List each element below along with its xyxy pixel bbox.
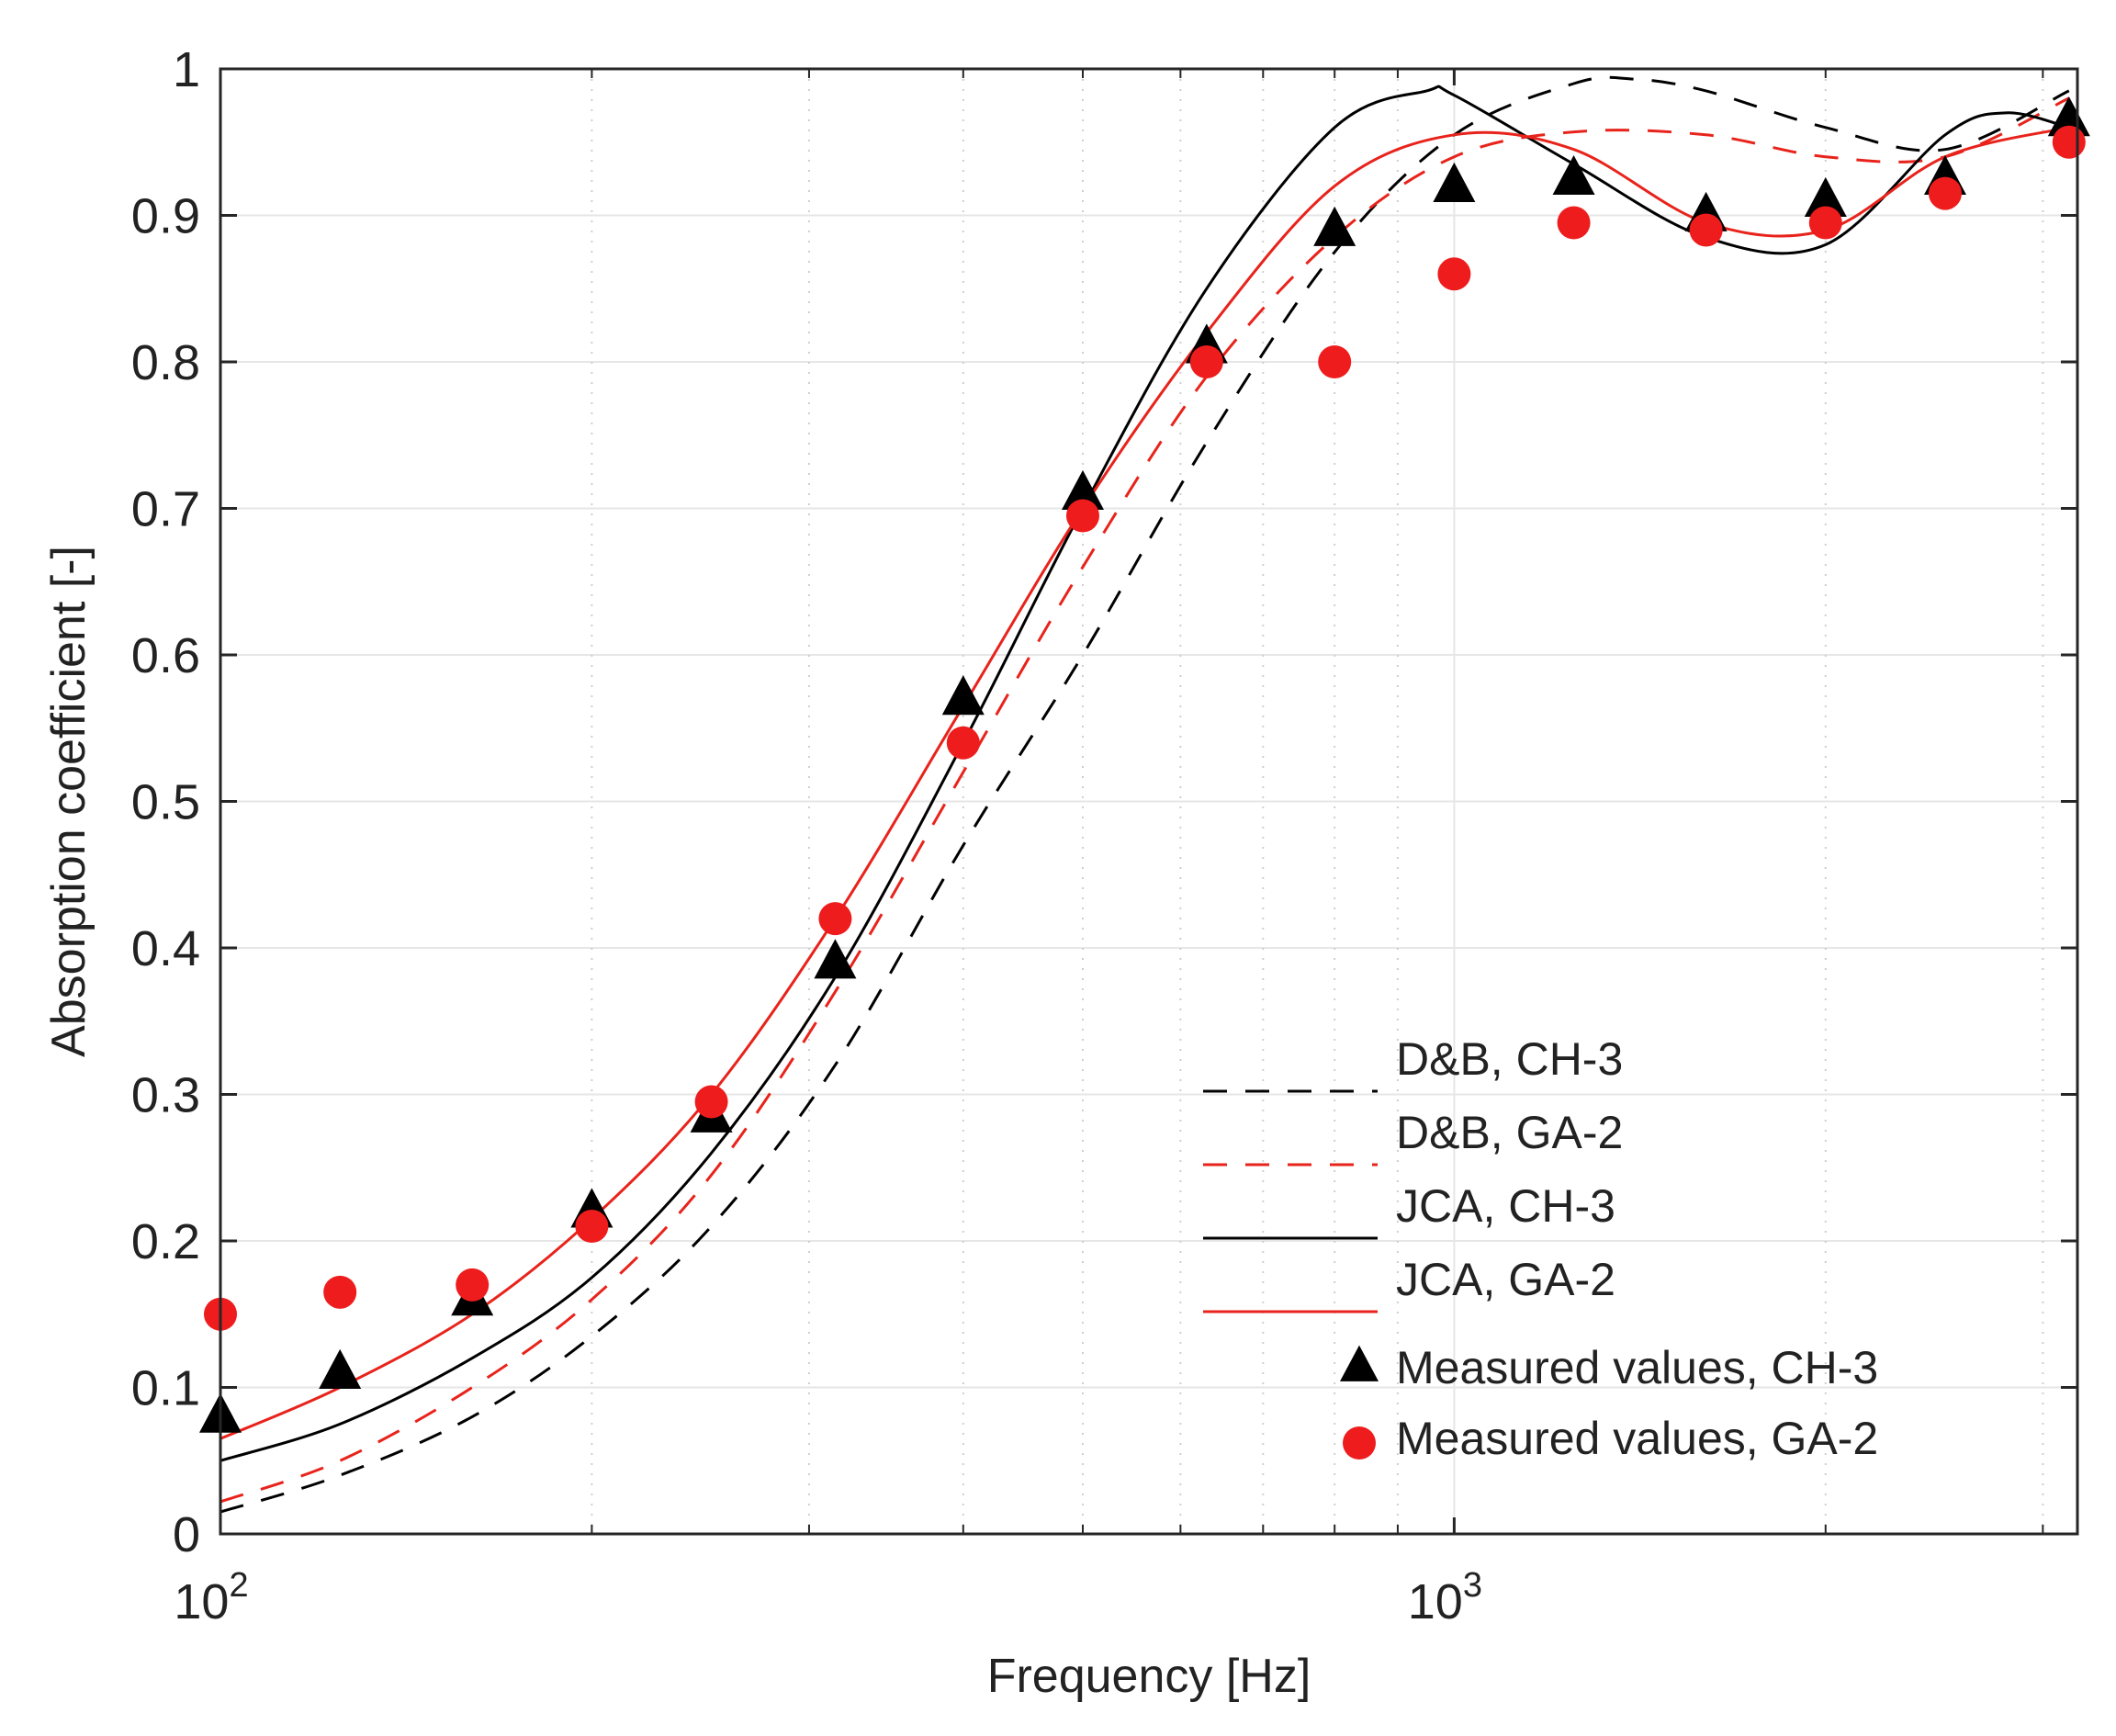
y-tick-label: 0 — [173, 1507, 200, 1562]
data-point-measured-values-ga-2 — [694, 1085, 728, 1119]
series-line-jca-ga-2 — [219, 126, 2070, 1440]
y-tick-label: 0.7 — [131, 482, 200, 537]
legend-label: JCA, CH-3 — [1396, 1180, 1615, 1232]
grid — [219, 68, 2077, 1535]
data-point-measured-values-ga-2 — [1689, 213, 1723, 247]
y-tick-label: 1 — [173, 42, 200, 97]
data-point-measured-values-ga-2 — [575, 1210, 609, 1244]
data-point-measured-values-ga-2 — [1437, 257, 1471, 291]
legend-item-jca-ch-3: JCA, CH-3 — [1203, 1180, 1615, 1240]
data-point-measured-values-ga-2 — [1318, 345, 1352, 378]
y-tick-label: 0.6 — [131, 628, 200, 683]
series-line-jca-ch-3 — [219, 85, 2070, 1462]
legend-item-jca-ga-2: JCA, GA-2 — [1203, 1254, 1615, 1313]
legend-label: Measured values, CH-3 — [1396, 1342, 1878, 1393]
legend-marker — [1340, 1345, 1379, 1381]
data-point-measured-values-ga-2 — [1065, 499, 1099, 533]
series-line-d-b-ga-2 — [219, 96, 2070, 1504]
data-point-measured-values-ch-3 — [814, 939, 857, 979]
data-point-measured-values-ga-2 — [456, 1268, 490, 1302]
data-point-measured-values-ga-2 — [1557, 206, 1591, 240]
x-tick-label-base: 10 — [174, 1574, 229, 1629]
legend-label: JCA, GA-2 — [1396, 1254, 1615, 1305]
data-point-measured-values-ch-3 — [941, 675, 985, 716]
data-point-measured-values-ch-3 — [1313, 206, 1356, 246]
data-point-measured-values-ch-3 — [319, 1348, 362, 1389]
axis-ticks — [219, 67, 2077, 1536]
x-axis-label: Frequency [Hz] — [987, 1650, 1311, 1703]
legend-label: D&B, GA-2 — [1396, 1107, 1623, 1158]
x-tick-label-base: 10 — [1408, 1574, 1463, 1629]
y-tick-label: 0.4 — [131, 921, 200, 976]
legend-marker — [1343, 1426, 1376, 1460]
legend-label: Measured values, GA-2 — [1396, 1413, 1878, 1464]
data-point-measured-values-ch-3 — [2047, 96, 2090, 137]
data-point-measured-values-ch-3 — [1061, 469, 1104, 510]
data-point-measured-values-ch-3 — [1552, 154, 1595, 196]
data-point-measured-values-ga-2 — [2052, 125, 2086, 159]
y-axis-label: Absorption coefficient [-] — [42, 546, 96, 1057]
data-point-measured-values-ga-2 — [1808, 206, 1842, 240]
data-point-measured-values-ch-3 — [1433, 162, 1476, 202]
x-tick-label-exponent: 2 — [229, 1566, 248, 1605]
legend-item-d-b-ch-3: D&B, CH-3 — [1203, 1033, 1623, 1093]
data-point-measured-values-ga-2 — [946, 726, 980, 760]
y-tick-label: 0.1 — [131, 1361, 200, 1416]
x-tick-label: 102 — [174, 1566, 248, 1629]
legend-label: D&B, CH-3 — [1396, 1033, 1623, 1085]
data-point-measured-values-ga-2 — [1928, 176, 1962, 210]
y-tick-label: 0.3 — [131, 1068, 200, 1123]
data-point-measured-values-ga-2 — [1189, 345, 1223, 378]
data-point-measured-values-ch-3 — [1804, 176, 1847, 217]
y-tick-label: 0.5 — [131, 775, 200, 830]
x-tick-label: 103 — [1408, 1566, 1482, 1629]
y-tick-label: 0.2 — [131, 1214, 200, 1269]
x-tick-label-exponent: 3 — [1463, 1566, 1482, 1605]
legend-item-measured-values-ch-3: Measured values, CH-3 — [1340, 1342, 1878, 1393]
legend-item-d-b-ga-2: D&B, GA-2 — [1203, 1107, 1623, 1167]
y-tick-label: 0.9 — [131, 189, 200, 244]
legend: D&B, CH-3 D&B, GA-2 JCA, CH-3 JCA, GA-2 Meas… — [1203, 1033, 1878, 1464]
legend-item-measured-values-ga-2: Measured values, GA-2 — [1343, 1413, 1878, 1464]
data-point-measured-values-ga-2 — [323, 1275, 357, 1309]
data-point-measured-values-ga-2 — [818, 902, 852, 936]
series-line-d-b-ch-3 — [219, 75, 2070, 1514]
y-tick-label: 0.8 — [131, 335, 200, 390]
